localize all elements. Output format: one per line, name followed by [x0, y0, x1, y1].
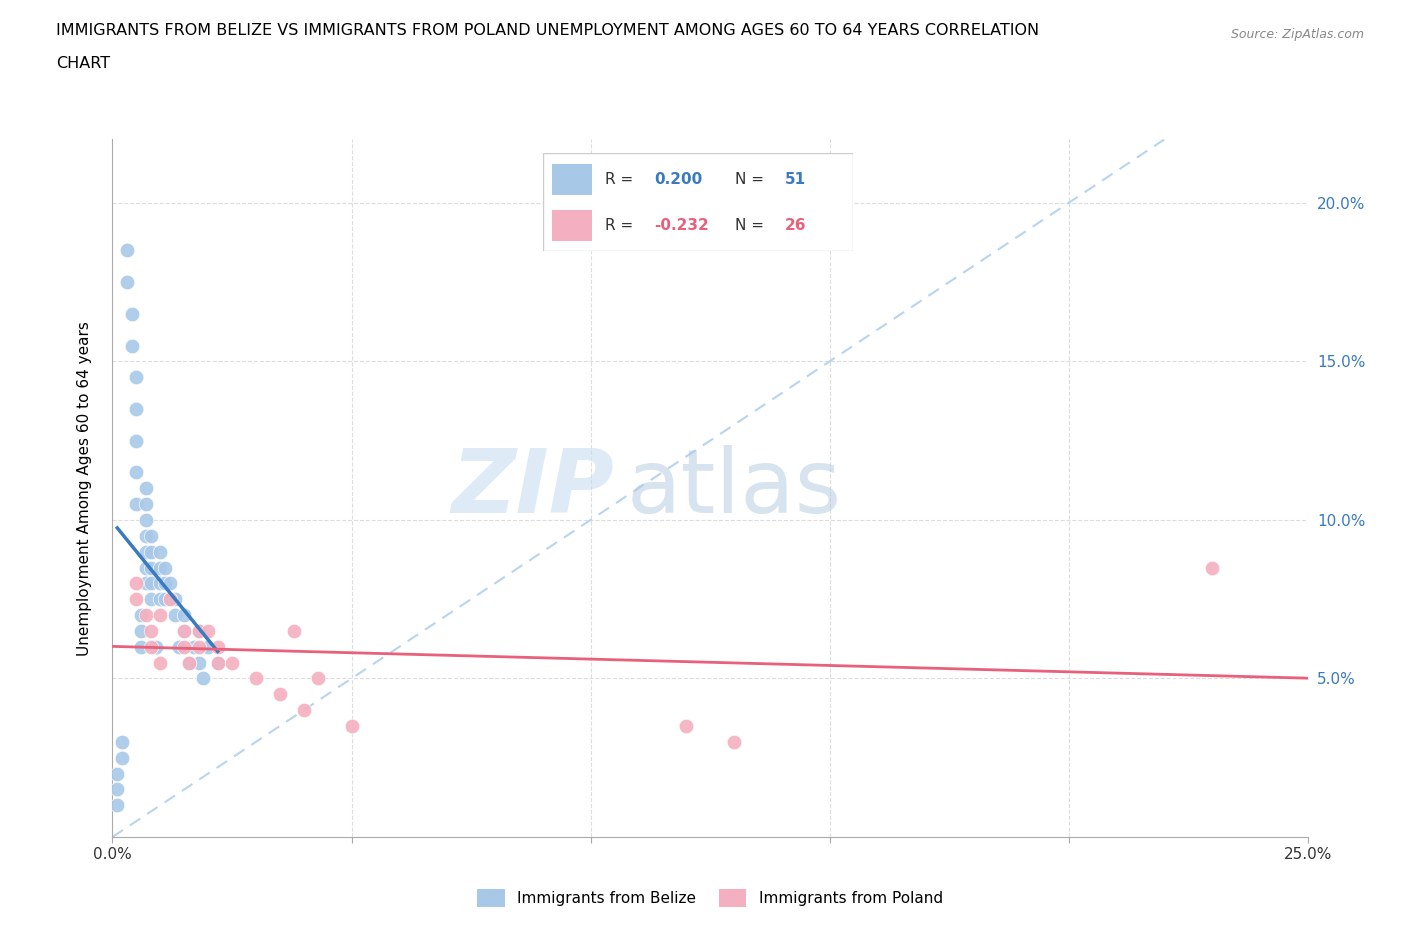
Point	[183, 639, 205, 654]
Point	[125, 591, 148, 606]
Point	[129, 639, 152, 654]
Point	[135, 607, 157, 622]
Point	[187, 623, 209, 638]
Point	[139, 544, 162, 559]
Point	[187, 655, 209, 670]
Point	[111, 751, 134, 765]
Point	[125, 576, 148, 591]
Point	[245, 671, 267, 686]
Point	[111, 735, 134, 750]
Point	[139, 528, 162, 543]
Point	[135, 512, 157, 527]
Point	[173, 623, 195, 638]
Point	[139, 576, 162, 591]
Point	[153, 560, 176, 575]
Point	[139, 639, 162, 654]
Point	[269, 687, 291, 702]
Point	[115, 243, 138, 258]
Point	[149, 607, 172, 622]
Point	[187, 639, 209, 654]
Point	[149, 591, 172, 606]
Point	[135, 528, 157, 543]
Point	[159, 591, 181, 606]
Point	[292, 703, 315, 718]
Point	[135, 560, 157, 575]
Point	[125, 402, 148, 417]
Point	[149, 655, 172, 670]
Text: CHART: CHART	[56, 56, 110, 71]
Point	[125, 433, 148, 448]
Point	[135, 497, 157, 512]
Point	[675, 719, 697, 734]
Point	[177, 655, 200, 670]
Point	[105, 766, 128, 781]
Point	[149, 544, 172, 559]
Point	[197, 639, 219, 654]
Point	[193, 671, 215, 686]
Point	[125, 370, 148, 385]
Point	[221, 655, 243, 670]
Point	[135, 576, 157, 591]
Point	[153, 591, 176, 606]
Point	[159, 591, 181, 606]
Point	[163, 607, 186, 622]
Point	[169, 639, 191, 654]
Point	[139, 591, 162, 606]
Point	[197, 623, 219, 638]
Point	[115, 274, 138, 289]
Point	[125, 497, 148, 512]
Text: IMMIGRANTS FROM BELIZE VS IMMIGRANTS FROM POLAND UNEMPLOYMENT AMONG AGES 60 TO 6: IMMIGRANTS FROM BELIZE VS IMMIGRANTS FRO…	[56, 23, 1039, 38]
Point	[163, 591, 186, 606]
Point	[129, 623, 152, 638]
Point	[173, 639, 195, 654]
Point	[153, 576, 176, 591]
Point	[207, 655, 229, 670]
Point	[177, 655, 200, 670]
Point	[307, 671, 329, 686]
Text: Source: ZipAtlas.com: Source: ZipAtlas.com	[1230, 28, 1364, 41]
Point	[135, 481, 157, 496]
Point	[187, 623, 209, 638]
Point	[105, 782, 128, 797]
Point	[149, 560, 172, 575]
Point	[139, 623, 162, 638]
Point	[139, 560, 162, 575]
Point	[207, 639, 229, 654]
Point	[1201, 560, 1223, 575]
Text: atlas: atlas	[626, 445, 842, 532]
Point	[149, 576, 172, 591]
Point	[283, 623, 305, 638]
Point	[173, 607, 195, 622]
Point	[121, 306, 143, 321]
Point	[340, 719, 363, 734]
Y-axis label: Unemployment Among Ages 60 to 64 years: Unemployment Among Ages 60 to 64 years	[77, 321, 91, 656]
Point	[159, 576, 181, 591]
Point	[125, 465, 148, 480]
Point	[105, 798, 128, 813]
Point	[207, 655, 229, 670]
Point	[135, 544, 157, 559]
Text: ZIP: ZIP	[451, 445, 614, 532]
Point	[723, 735, 745, 750]
Legend: Immigrants from Belize, Immigrants from Poland: Immigrants from Belize, Immigrants from …	[471, 884, 949, 913]
Point	[145, 639, 167, 654]
Point	[129, 607, 152, 622]
Point	[173, 623, 195, 638]
Point	[121, 339, 143, 353]
